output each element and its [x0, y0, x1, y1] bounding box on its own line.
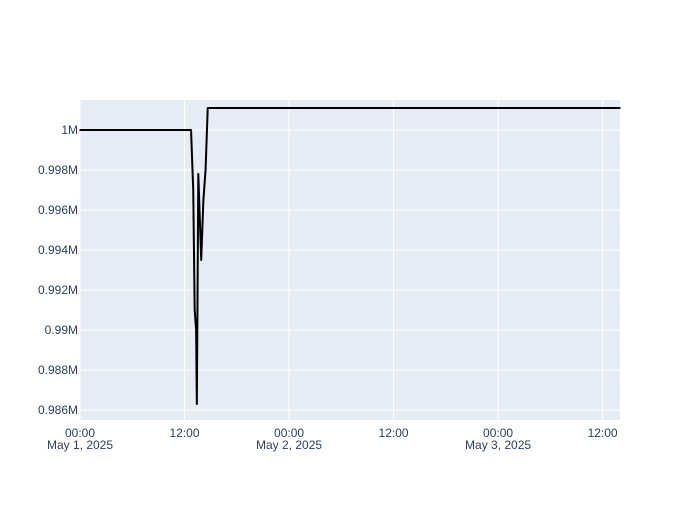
x-tick-label: 12:00 — [170, 426, 200, 440]
data-point — [197, 173, 200, 175]
y-tick-label: 0.998M — [38, 163, 78, 177]
data-point — [619, 107, 621, 109]
data-point — [195, 329, 197, 331]
y-tick-label: 0.99M — [45, 323, 78, 337]
x-tick-label: 00:00 — [274, 426, 304, 440]
data-point — [206, 107, 209, 109]
y-tick-label: 0.996M — [38, 203, 78, 217]
data-point — [79, 129, 81, 131]
data-point — [190, 129, 192, 131]
plot-background — [80, 100, 620, 420]
x-tick-date-label: May 3, 2025 — [465, 438, 531, 452]
grid-layer — [79, 100, 620, 420]
x-tick-label: 12:00 — [379, 426, 409, 440]
x-tick-label: 00:00 — [483, 426, 513, 440]
data-point — [202, 199, 205, 201]
series-line — [80, 107, 620, 405]
x-tick-date-label: May 2, 2025 — [256, 438, 322, 452]
y-tick-label: 0.986M — [38, 403, 78, 417]
data-point — [204, 169, 207, 171]
data-point — [193, 309, 196, 311]
y-tick-label: 0.988M — [38, 363, 78, 377]
data-point — [196, 403, 198, 405]
data-point — [192, 189, 195, 191]
x-tick-date-label: May 1, 2025 — [47, 438, 113, 452]
data-point — [200, 259, 203, 261]
y-tick-label: 1M — [61, 123, 78, 137]
y-axis: 0.986M 0.988M 0.99M 0.992M 0.994M 0.996M 0.998… — [38, 123, 78, 417]
y-tick-label: 0.992M — [38, 283, 78, 297]
x-tick-label: 00:00 — [65, 426, 95, 440]
x-tick-label: 12:00 — [588, 426, 618, 440]
y-tick-label: 0.994M — [38, 243, 78, 257]
series-layer — [79, 107, 621, 405]
